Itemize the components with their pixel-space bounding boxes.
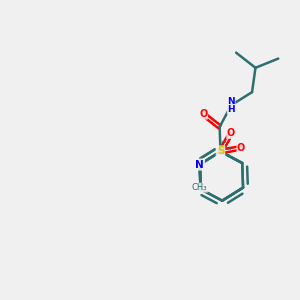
Text: =: = [220,140,226,146]
Text: O: O [199,109,207,119]
Text: O: O [237,143,245,153]
Text: N: N [195,160,204,170]
Text: CH₃: CH₃ [192,183,207,192]
Text: =: = [225,147,231,153]
Text: N
H: N H [227,97,235,114]
Text: O: O [227,128,235,138]
Text: S: S [217,146,224,157]
